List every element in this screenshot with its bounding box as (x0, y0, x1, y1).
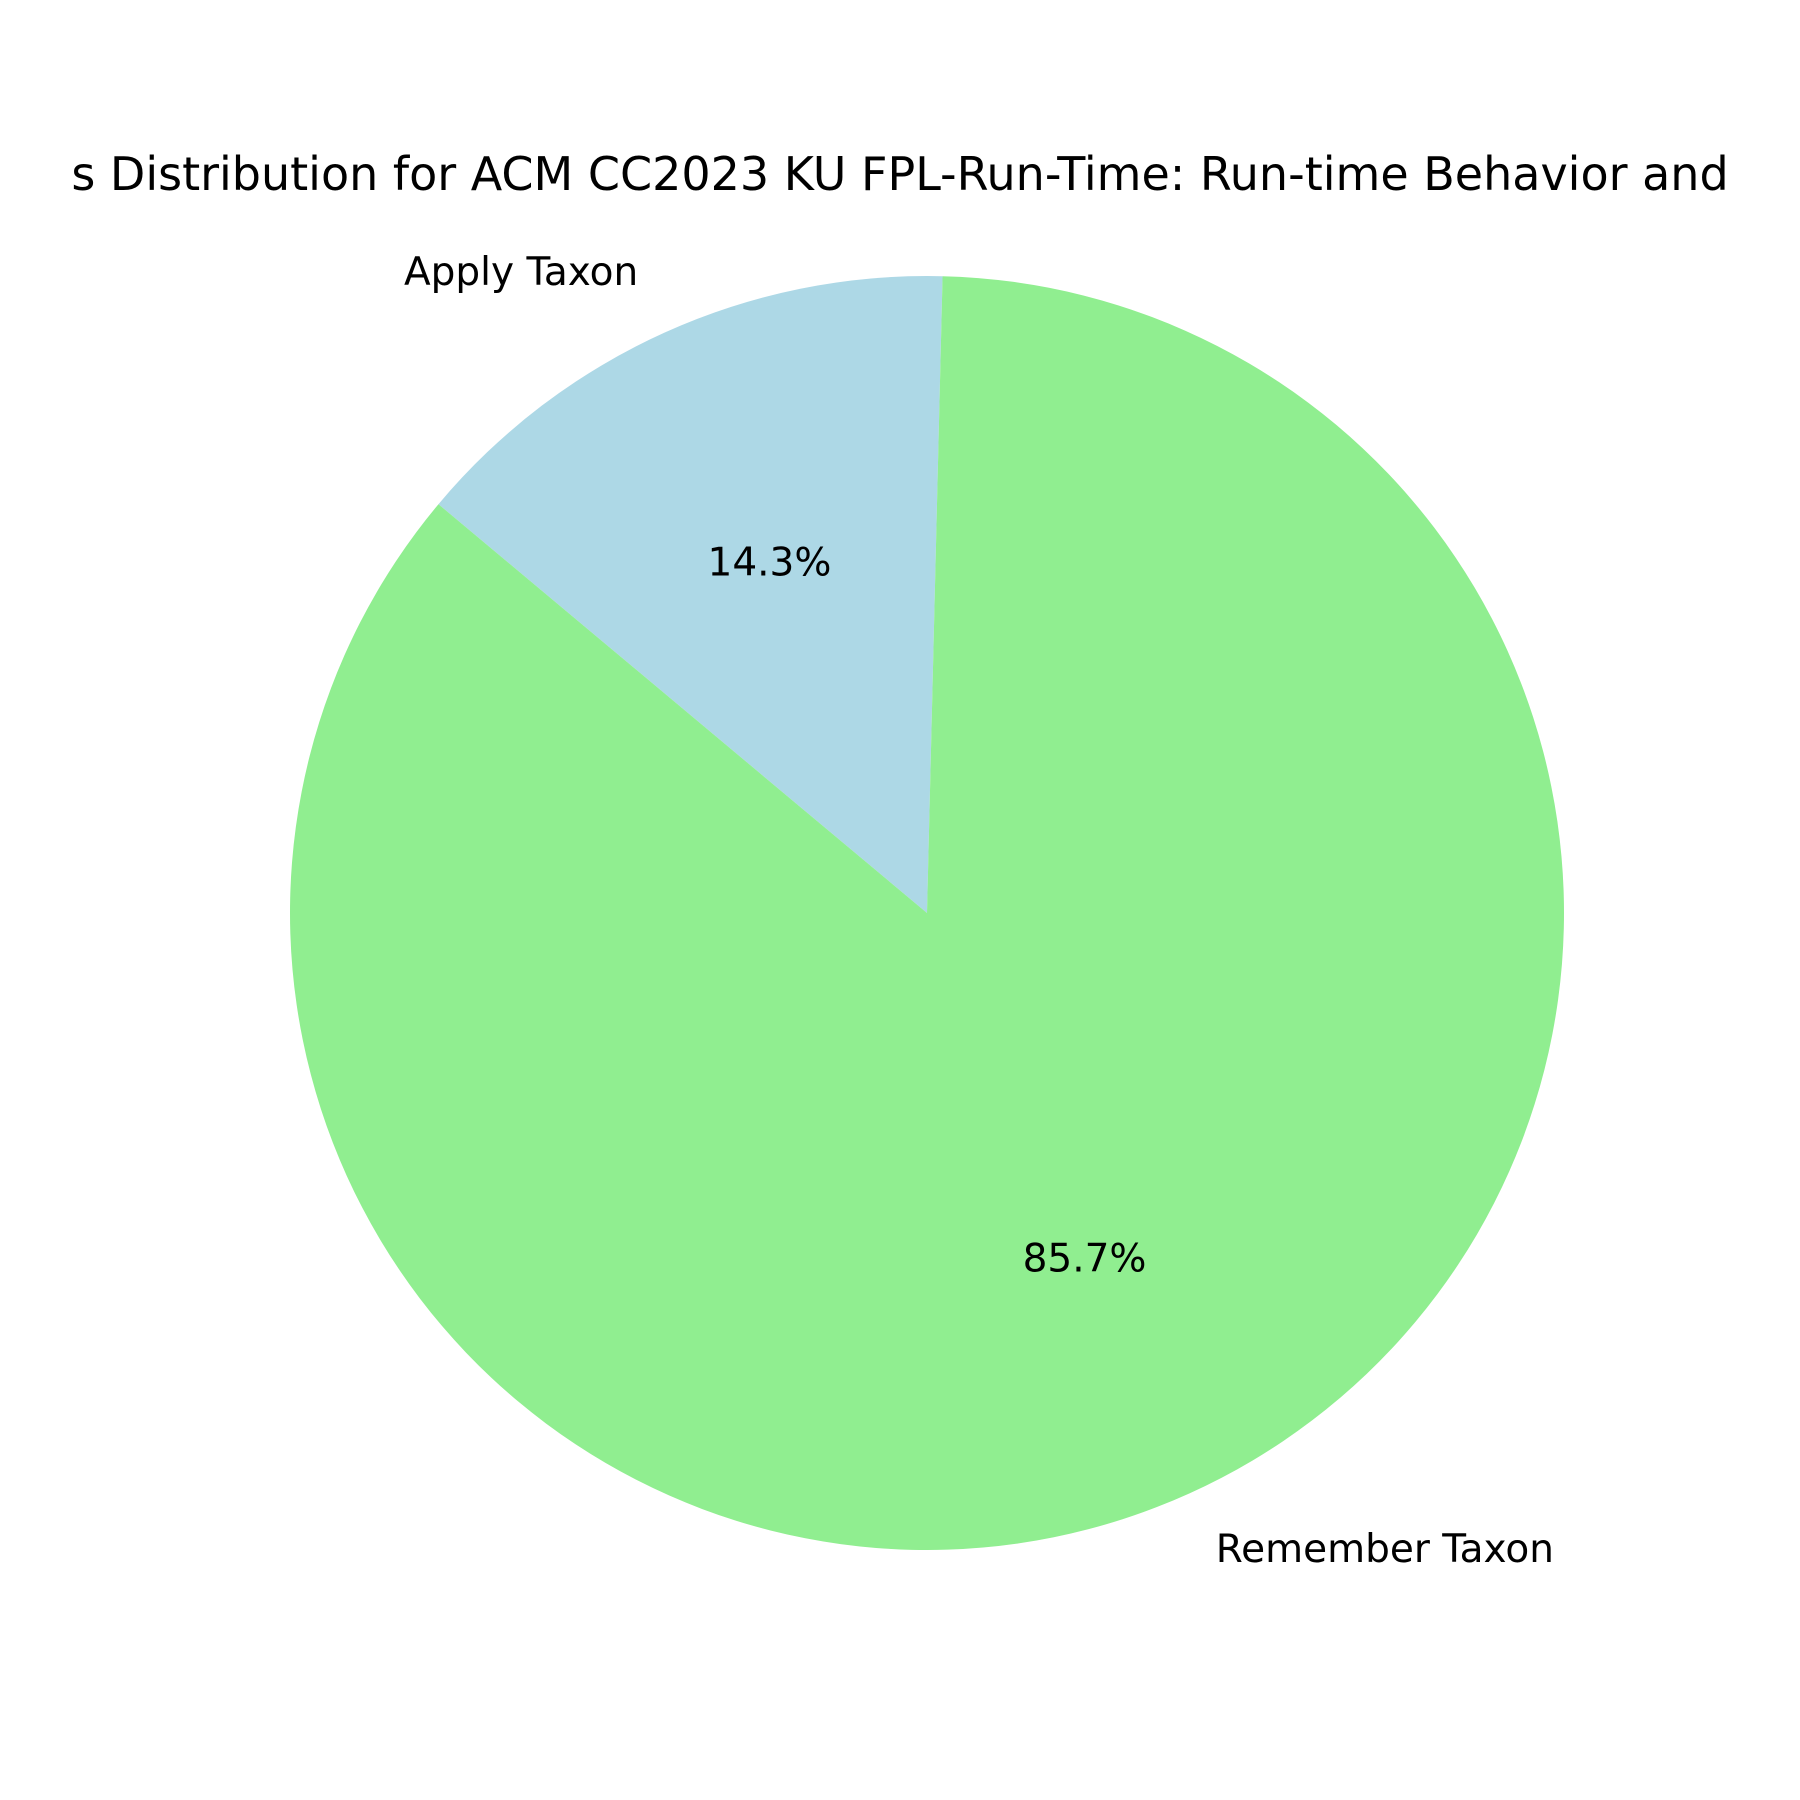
pie-slices (289, 276, 1564, 1550)
pie-labels: Apply Taxon 14.3% Remember Taxon 85.7% (404, 250, 1554, 1572)
pie-slice-remember-taxon (289, 276, 1564, 1550)
pie-slice-apply-taxon (438, 276, 943, 913)
pct-label-remember-taxon: 85.7% (1023, 1237, 1147, 1282)
slice-label-remember-taxon: Remember Taxon (1216, 1527, 1554, 1572)
slice-label-apply-taxon: Apply Taxon (404, 250, 638, 295)
chart-title: s Distribution for ACM CC2023 KU FPL-Run… (71, 147, 1728, 201)
pct-label-apply-taxon: 14.3% (708, 540, 832, 585)
